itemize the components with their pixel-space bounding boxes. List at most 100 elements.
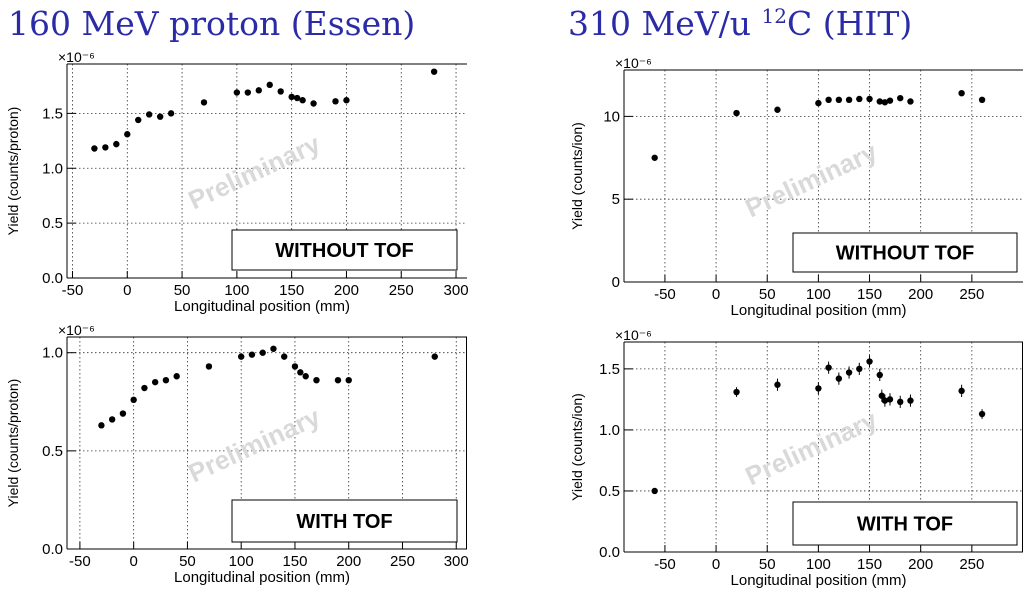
data-point — [108, 416, 116, 423]
data-point — [845, 96, 853, 104]
data-point — [302, 373, 309, 380]
data-point — [886, 396, 894, 403]
data-point — [845, 369, 853, 376]
data-point — [310, 100, 317, 107]
data-point — [205, 363, 213, 370]
data-point — [297, 369, 304, 376]
x-tick-label: 150 — [279, 282, 304, 299]
data-point — [233, 89, 241, 96]
x-tick-label: 150 — [857, 556, 882, 573]
data-point — [259, 349, 266, 356]
data-point — [345, 376, 352, 384]
x-tick-label: 200 — [334, 282, 359, 299]
exponent-label: ×10⁻⁶ — [58, 322, 95, 338]
data-point — [334, 376, 342, 384]
data-point — [200, 99, 208, 106]
data-point — [162, 376, 170, 384]
data-point — [651, 487, 658, 495]
data-point — [145, 111, 153, 118]
exponent-label: ×10⁻⁶ — [615, 327, 652, 343]
x-tick-label: 50 — [759, 556, 776, 573]
y-tick-label: 1.5 — [42, 105, 63, 122]
data-point — [156, 113, 164, 120]
data-point — [881, 397, 889, 404]
data-point — [430, 68, 438, 75]
data-point — [173, 373, 180, 380]
x-tick-label: -50 — [62, 282, 84, 299]
y-tick-label: 1.0 — [42, 345, 63, 362]
data-point — [244, 89, 252, 96]
label-box — [792, 501, 1018, 546]
data-point — [237, 353, 245, 360]
x-tick-label: 250 — [390, 553, 415, 570]
data-point — [878, 392, 886, 399]
data-point — [651, 154, 658, 161]
data-point — [332, 98, 339, 105]
x-tick-label: 200 — [908, 556, 933, 573]
data-point — [102, 144, 109, 151]
y-tick-label: 0.5 — [42, 215, 63, 232]
data-point — [135, 116, 142, 124]
x-tick-label: 0 — [123, 282, 131, 299]
data-point — [98, 422, 105, 429]
x-tick-label: 200 — [336, 553, 361, 570]
data-point — [907, 98, 914, 105]
data-point — [825, 96, 832, 104]
data-point — [266, 81, 273, 89]
data-point — [733, 109, 740, 117]
watermark-text: Preliminary — [741, 404, 883, 491]
data-point — [774, 106, 781, 113]
data-point — [141, 384, 148, 392]
data-point — [281, 353, 288, 360]
data-point — [151, 378, 159, 386]
x-tick-label: 100 — [229, 553, 254, 570]
y-tick-label: 1.5 — [599, 361, 620, 378]
data-point — [835, 96, 843, 104]
x-tick-label: -50 — [69, 553, 91, 570]
data-point — [130, 396, 137, 404]
x-axis-title: Longitudinal position (mm) — [731, 572, 907, 589]
x-tick-label: 150 — [857, 286, 882, 303]
data-point — [255, 87, 262, 94]
data-point — [856, 365, 863, 373]
data-point — [270, 345, 277, 352]
data-point — [876, 98, 883, 105]
data-point — [113, 140, 120, 148]
label-box-text: WITHOUT TOF — [836, 243, 975, 265]
y-tick-label: 0 — [612, 274, 620, 291]
label-box — [231, 499, 458, 543]
data-point — [907, 397, 914, 404]
label-box-text: WITHOUT TOF — [275, 240, 414, 262]
data-point — [866, 358, 873, 365]
data-point — [866, 95, 873, 103]
y-tick-label: 0.5 — [599, 483, 620, 500]
data-point — [277, 88, 284, 95]
data-point — [958, 387, 965, 395]
x-tick-label: 300 — [444, 282, 469, 299]
data-point — [91, 145, 98, 152]
y-axis-title: Yield (counts/ion) — [569, 122, 585, 230]
exponent-label: ×10⁻⁶ — [58, 49, 95, 65]
x-tick-label: 100 — [806, 286, 831, 303]
data-point — [978, 410, 986, 418]
y-tick-label: 0.5 — [42, 443, 63, 460]
data-point — [978, 96, 986, 104]
x-tick-label: 200 — [908, 286, 933, 303]
section-title-carbon: 310 MeV/u 12C (HIT) — [568, 4, 913, 43]
x-tick-label: 100 — [806, 556, 831, 573]
section-title-proton: 160 MeV proton (Essen) — [8, 4, 416, 43]
data-point — [124, 131, 131, 138]
data-point — [825, 364, 832, 371]
x-tick-label: 100 — [224, 282, 249, 299]
x-tick-label: 250 — [959, 286, 984, 303]
x-axis-title: Longitudinal position (mm) — [174, 569, 350, 586]
data-point — [774, 381, 781, 388]
y-tick-label: 0.0 — [42, 270, 63, 287]
y-tick-label: 0.0 — [42, 541, 63, 558]
y-tick-label: 0.0 — [599, 544, 620, 561]
x-tick-label: 50 — [179, 553, 196, 570]
